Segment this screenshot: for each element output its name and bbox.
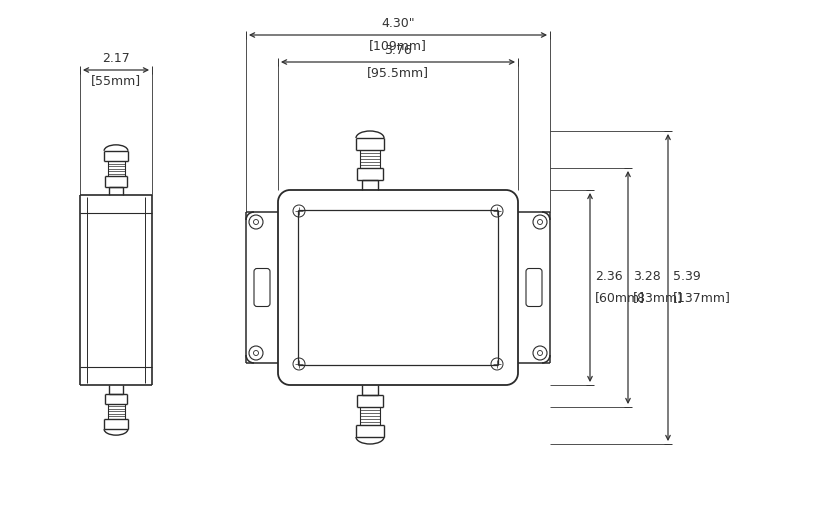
Text: [109mm]: [109mm] xyxy=(369,39,427,52)
Text: 2.17: 2.17 xyxy=(102,52,130,65)
Text: [137mm]: [137mm] xyxy=(673,292,731,304)
Text: [55mm]: [55mm] xyxy=(91,74,141,87)
Text: 3.76: 3.76 xyxy=(384,44,412,57)
Text: 5.39: 5.39 xyxy=(673,270,701,284)
Text: [83mm]: [83mm] xyxy=(633,292,683,304)
Text: 2.36: 2.36 xyxy=(595,270,623,284)
Text: 3.28: 3.28 xyxy=(633,270,661,284)
Text: [60mm]: [60mm] xyxy=(595,292,645,304)
Text: 4.30": 4.30" xyxy=(381,17,415,30)
Text: [95.5mm]: [95.5mm] xyxy=(367,66,429,79)
